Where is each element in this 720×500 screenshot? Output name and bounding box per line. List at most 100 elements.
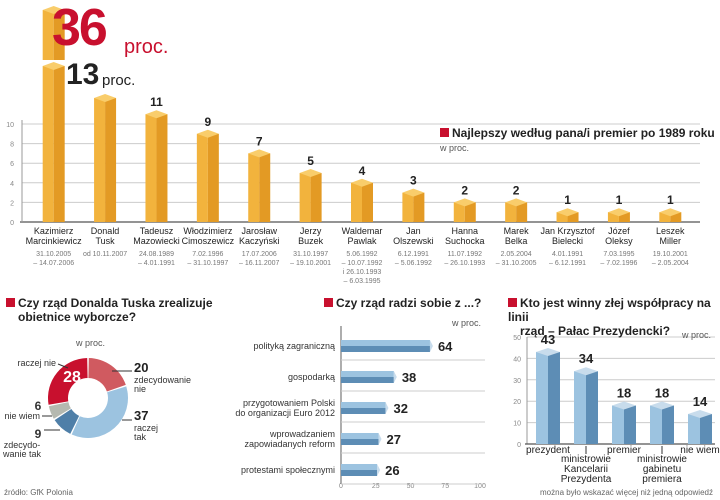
category-dates: – 31.10.2005 (496, 260, 537, 267)
y-tick-label: 50 (513, 335, 521, 342)
hbar-cap (385, 402, 389, 414)
bar-top (650, 401, 674, 410)
pie-value-label: 20 (134, 360, 148, 375)
vbar-1 (574, 367, 598, 444)
bar-side (105, 98, 117, 222)
bar-top (42, 6, 65, 14)
category-name: Bielecki (552, 236, 583, 246)
hbar-bottom (341, 470, 378, 476)
category-name: Waldemar (342, 226, 383, 236)
chart1-unit: w proc. (440, 143, 470, 153)
vbar-4 (688, 410, 712, 444)
pie-label: tak (134, 432, 147, 442)
hbar-value-label: 64 (438, 339, 453, 354)
value-label: 1 (616, 193, 623, 207)
bar-side (516, 202, 528, 222)
category-dates: 6.12.1991 (398, 251, 429, 258)
bar-front (505, 202, 517, 222)
bar-front (94, 98, 106, 222)
category-dates: – 26.10.1993 (444, 260, 485, 267)
category-name: Pawlak (347, 236, 377, 246)
pie-slice (71, 386, 129, 439)
category-dates: 24.08.1989 (139, 251, 174, 258)
hbar-3 (341, 433, 382, 445)
category-name: Miller (660, 236, 682, 246)
category-name: Jerzy (300, 226, 322, 236)
bar-front (42, 66, 54, 222)
pie-value-label: 28 (63, 369, 81, 386)
chart4-unit: w proc. (682, 330, 712, 340)
hbar-category-label: zapowiadanych reform (244, 439, 335, 449)
hbar-category-label: przygotowaniem Polski (243, 398, 335, 408)
category-name: Donald (91, 226, 120, 236)
bar-top (402, 188, 425, 197)
bar-side (670, 212, 682, 222)
category-name: Jan Krzysztof (541, 226, 596, 236)
category-dates: – 5.06.1992 (395, 260, 432, 267)
chart2-unit: w proc. (76, 338, 106, 348)
bar-top (299, 169, 322, 177)
bar-top (196, 129, 219, 138)
pie-value-label: 37 (134, 408, 148, 423)
bar-5 (299, 169, 322, 222)
hbar-category-label: polityką zagraniczną (253, 341, 335, 351)
bar-top (536, 347, 560, 356)
category-name: Marcinkiewicz (26, 236, 83, 246)
bar-side (259, 153, 271, 222)
vbar-3 (650, 401, 674, 444)
bar-front (536, 351, 548, 444)
pie-label: nie wiem (4, 411, 40, 421)
hbar-top (341, 340, 430, 346)
bar-9 (505, 198, 528, 222)
category-name: Tusk (95, 236, 115, 246)
hbar-bottom (341, 346, 430, 352)
bar-front (196, 133, 208, 222)
category-dates: – 31.10.1997 (187, 260, 228, 267)
value-label: 3 (410, 174, 417, 188)
hbar-2 (341, 402, 389, 414)
y-tick-label: 10 (6, 122, 14, 129)
hbar-top (341, 371, 394, 377)
category-dates: – 16.11.2007 (239, 260, 279, 267)
bar-side (53, 10, 65, 60)
category-name: Hanna (452, 226, 479, 236)
bar-side (662, 405, 674, 444)
vbar-category-label: ministrowie (561, 454, 611, 465)
bar-top (505, 198, 528, 207)
chart4-note: można było wskazać więcej niż jedną odpo… (540, 488, 713, 497)
bar-side (413, 192, 425, 222)
category-dates: 5.06.1992 (346, 251, 377, 258)
bar-8 (453, 198, 476, 222)
hbar-value-label: 32 (393, 401, 407, 416)
hbar-value-label: 38 (402, 370, 416, 385)
hbar-bottom (341, 408, 386, 414)
vbar-2 (612, 401, 636, 444)
bar-0-upper (42, 6, 65, 60)
category-name: Olszewski (393, 236, 434, 246)
value-label: 7 (256, 134, 263, 148)
bar-front (402, 192, 414, 222)
category-name: Belka (505, 236, 528, 246)
bar-front (612, 405, 624, 444)
value-label: 2 (513, 183, 520, 197)
bar-0 (42, 62, 65, 222)
category-dates: 17.07.2006 (242, 251, 277, 258)
category-dates: 31.10.2005 (36, 251, 71, 258)
hbar-category-label: do organizacji Euro 2012 (235, 408, 335, 418)
y-tick-label: 20 (513, 399, 521, 406)
top-value-13: 13 (66, 58, 100, 91)
bar-front (145, 114, 157, 222)
category-name: Włodzimierz (183, 226, 233, 236)
hbar-value-label: 27 (387, 432, 401, 447)
bar-3 (196, 129, 219, 222)
top-value-36: 36 (52, 0, 108, 57)
category-dates: i 26.10.1993 (343, 269, 382, 276)
hbar-category-label: wprowadzaniem (269, 429, 335, 439)
bar-top (574, 367, 598, 376)
category-name: Józef (608, 226, 630, 236)
category-dates: – 19.10.2001 (290, 260, 331, 267)
pie-label: raczej nie (17, 358, 56, 368)
vbar-category-label: nie wiem (680, 445, 719, 456)
bar-top (248, 149, 271, 158)
pie-label: zdecydowanie (134, 375, 191, 385)
